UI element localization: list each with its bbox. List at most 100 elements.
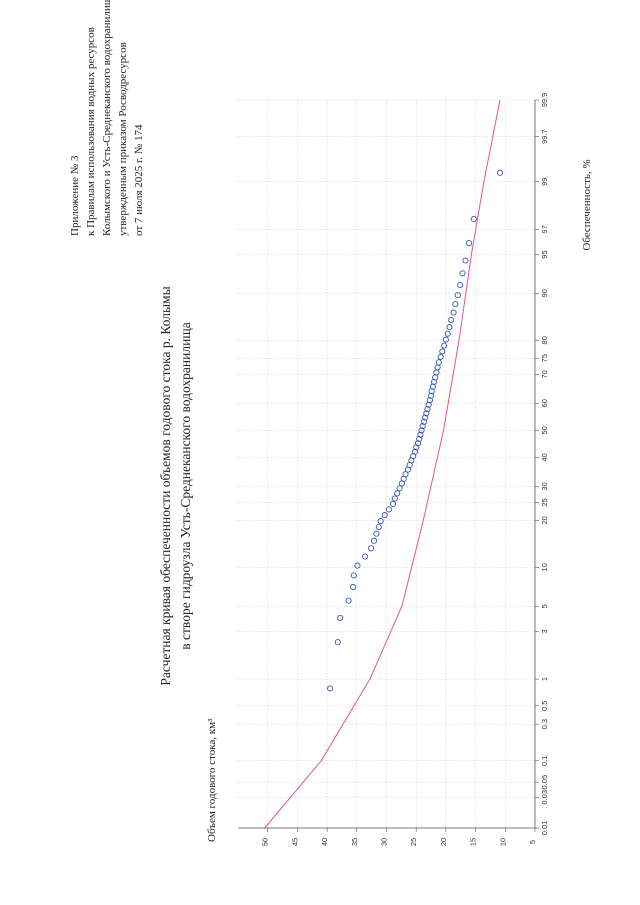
fitted-curve <box>264 99 501 829</box>
prob-tick-label: 0.5 <box>540 701 549 711</box>
data-point <box>439 348 446 355</box>
appendix-line-2: к Правилам использования водных ресурсов <box>85 27 97 236</box>
prob-tick-label: 75 <box>540 354 549 362</box>
title-line-1: Расчетная кривая обеспеченности объемов … <box>158 286 173 685</box>
data-point <box>377 518 384 525</box>
prob-tick-label: 99.7 <box>540 129 549 144</box>
volume-tick-label: 40 <box>320 838 329 846</box>
volume-tick-label: 45 <box>290 838 299 846</box>
data-point <box>422 414 429 421</box>
prob-tick-label: 3 <box>540 629 549 633</box>
prob-tick-label: 20 <box>540 516 549 524</box>
data-point <box>418 427 425 434</box>
data-point <box>448 316 455 324</box>
data-point <box>354 562 361 569</box>
prob-tick-label: 0.3 <box>540 719 549 729</box>
data-point <box>345 597 352 604</box>
data-point <box>420 418 427 425</box>
prob-tick-label: 0.05 <box>540 775 549 790</box>
data-point <box>337 614 344 621</box>
prob-tick-label: 0.1 <box>540 756 549 766</box>
appendix-line-1: Приложение № 3 <box>69 155 81 236</box>
data-point <box>462 257 469 264</box>
data-point <box>370 537 378 544</box>
prob-tick-label: 50 <box>540 426 549 434</box>
prob-tick-label: 95 <box>540 250 549 258</box>
appendix-header: Приложение № 3 к Правилам использования … <box>69 0 145 236</box>
volume-tick-label: 30 <box>380 838 389 846</box>
prob-tick-label: 97 <box>540 225 549 233</box>
data-point <box>373 530 380 537</box>
data-point <box>424 406 431 413</box>
data-point <box>425 401 432 408</box>
chart-title: Расчетная кривая обеспеченности объемов … <box>158 286 193 685</box>
prob-tick-label: 25 <box>540 498 549 506</box>
grid <box>238 99 536 829</box>
observed-points <box>327 169 504 692</box>
data-point <box>394 490 401 497</box>
data-point <box>423 410 430 417</box>
data-point <box>402 471 409 478</box>
prob-tick-label: 99 <box>540 177 549 185</box>
appendix-line-3: Колымского и Усть-Среднеканского водохра… <box>101 0 113 236</box>
data-point <box>459 270 466 277</box>
prob-tick-label: 99.9 <box>540 93 549 108</box>
volume-tick-label: 5 <box>528 840 537 844</box>
prob-tick-label: 30 <box>540 482 549 490</box>
volume-tick-label: 50 <box>261 838 270 846</box>
data-point <box>435 359 442 366</box>
data-point <box>452 301 459 308</box>
volume-tick-label: 25 <box>409 838 418 846</box>
y-axis-title: Объем годового стока, км³ <box>206 718 218 842</box>
prob-tick-label: 5 <box>540 604 549 608</box>
volume-tick-label: 20 <box>439 838 448 846</box>
volume-tick-label: 35 <box>350 838 359 846</box>
data-point <box>396 485 403 492</box>
title-line-2: в створе гидроузла Усть-Среднеканского в… <box>178 322 193 649</box>
data-point <box>454 292 461 299</box>
plot-area: 0.010.030.050.10.30.51351020253040506070… <box>238 93 549 846</box>
data-point <box>441 342 448 349</box>
data-point <box>417 431 424 438</box>
data-point <box>362 553 369 560</box>
data-point <box>416 435 423 443</box>
volume-tick-label: 10 <box>498 838 507 846</box>
data-point <box>381 512 388 519</box>
data-point <box>426 397 433 404</box>
data-point <box>470 215 477 223</box>
data-point <box>496 169 504 176</box>
data-point <box>334 639 341 646</box>
data-point <box>450 309 457 316</box>
data-point <box>457 281 464 289</box>
appendix-line-5: от 7 июля 2025 г. № 174 <box>133 124 145 236</box>
data-point <box>434 364 441 371</box>
data-point <box>385 506 392 513</box>
data-point <box>442 336 449 343</box>
data-point <box>419 423 426 430</box>
data-point <box>350 584 357 591</box>
prob-tick-label: 40 <box>540 453 549 461</box>
data-point <box>466 240 473 247</box>
data-point <box>446 324 453 331</box>
data-point <box>437 353 444 360</box>
appendix-line-4: утвержденным приказом Росводресурсов <box>117 42 129 236</box>
data-point <box>375 523 382 531</box>
data-point <box>430 378 438 385</box>
prob-tick-label: 0.03 <box>540 790 549 805</box>
data-point <box>428 392 435 399</box>
data-point <box>368 545 375 552</box>
axes: 0.010.030.050.10.30.51351020253040506070… <box>238 93 549 846</box>
data-point <box>444 330 451 337</box>
prob-tick-label: 0.01 <box>540 821 549 836</box>
prob-tick-label: 80 <box>540 336 549 344</box>
prob-tick-label: 90 <box>540 289 549 297</box>
prob-tick-label: 60 <box>540 399 549 407</box>
data-point <box>414 440 422 447</box>
prob-tick-label: 70 <box>540 370 549 378</box>
data-point <box>411 448 419 455</box>
data-point <box>350 572 357 579</box>
prob-tick-label: 10 <box>540 563 549 571</box>
data-point <box>389 500 397 507</box>
